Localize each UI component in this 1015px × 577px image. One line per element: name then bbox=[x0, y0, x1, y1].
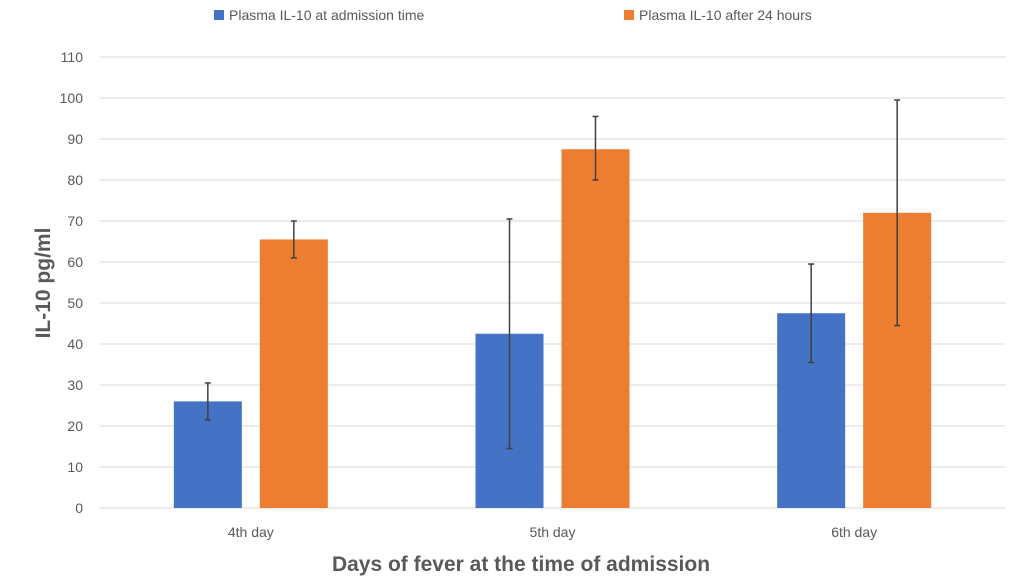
y-tick-label: 90 bbox=[67, 131, 83, 147]
y-tick-label: 110 bbox=[61, 49, 84, 65]
x-axis-title: Days of fever at the time of admission bbox=[332, 553, 710, 576]
bar-24h-4th-day bbox=[259, 239, 328, 508]
bars bbox=[173, 149, 932, 509]
legend: Plasma IL-10 at admission time Plasma IL… bbox=[214, 7, 812, 23]
y-axis-ticks: 0 10 20 30 40 50 60 70 80 90 100 110 bbox=[60, 49, 84, 516]
y-tick-label: 30 bbox=[67, 377, 83, 393]
y-tick-label: 50 bbox=[67, 295, 83, 311]
legend-label-24h: Plasma IL-10 after 24 hours bbox=[639, 7, 812, 23]
error-bars bbox=[204, 99, 901, 450]
y-axis-title: IL-10 pg/ml bbox=[32, 228, 55, 339]
x-tick-label: 6th day bbox=[831, 524, 877, 540]
y-tick-label: 80 bbox=[67, 172, 83, 188]
y-tick-label: 70 bbox=[67, 213, 83, 229]
bar-24h-5th-day bbox=[561, 149, 630, 508]
y-tick-label: 10 bbox=[67, 459, 83, 475]
y-tick-label: 60 bbox=[67, 254, 83, 270]
y-tick-label: 20 bbox=[67, 418, 83, 434]
x-tick-label: 4th day bbox=[228, 524, 274, 540]
x-axis-ticks: 4th day 5th day 6th day bbox=[228, 524, 877, 540]
legend-label-admission: Plasma IL-10 at admission time bbox=[229, 7, 425, 23]
gridlines bbox=[100, 56, 1005, 509]
y-tick-label: 40 bbox=[67, 336, 83, 352]
y-tick-label: 100 bbox=[60, 90, 84, 106]
legend-swatch-admission bbox=[214, 10, 224, 20]
legend-swatch-24h bbox=[624, 10, 634, 20]
x-tick-label: 5th day bbox=[530, 524, 576, 540]
y-tick-label: 0 bbox=[75, 500, 83, 516]
